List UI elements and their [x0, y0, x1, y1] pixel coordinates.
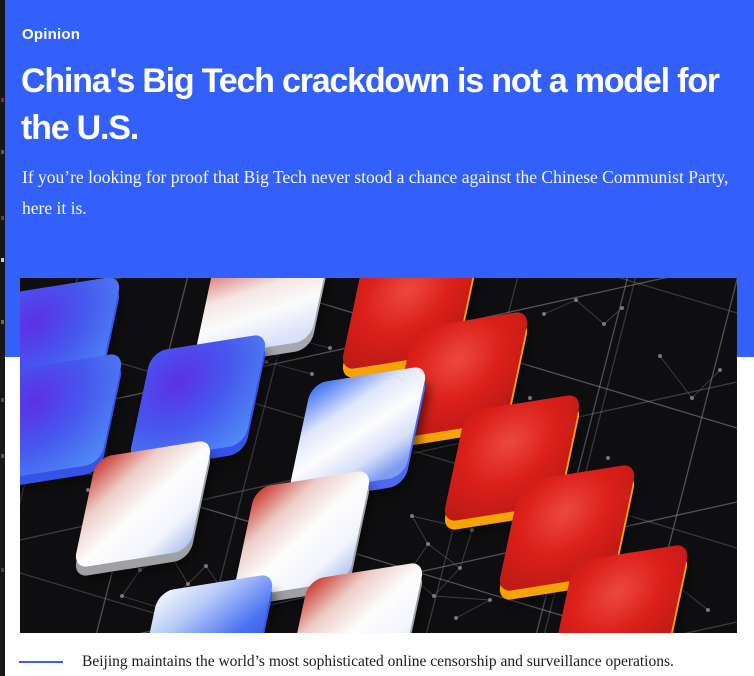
kicker-opinion-link[interactable]: Opinion [22, 26, 81, 43]
image-caption: Beijing maintains the world’s most sophi… [82, 653, 674, 670]
hero-image [20, 278, 737, 633]
hero-canvas [20, 278, 737, 633]
article-subhead: If you’re looking for proof that Big Tec… [22, 167, 729, 218]
article-headline: China's Big Tech crackdown is not a mode… [21, 62, 720, 147]
edge-artifact-marks [1, 98, 4, 102]
film-grain [20, 278, 737, 633]
caption-row: Beijing maintains the world’s most sophi… [19, 652, 735, 672]
caption-rule [19, 661, 63, 663]
left-edge-artifact [0, 0, 5, 676]
